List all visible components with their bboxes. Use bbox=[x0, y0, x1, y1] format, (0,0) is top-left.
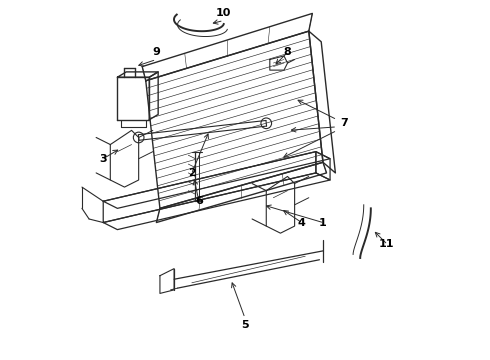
Text: 3: 3 bbox=[99, 154, 107, 164]
Text: 4: 4 bbox=[298, 217, 306, 228]
Text: 2: 2 bbox=[188, 168, 196, 178]
Text: 1: 1 bbox=[319, 217, 327, 228]
Text: 10: 10 bbox=[216, 8, 231, 18]
Text: 11: 11 bbox=[379, 239, 394, 249]
Text: 9: 9 bbox=[152, 48, 160, 57]
Text: 7: 7 bbox=[341, 118, 348, 128]
Text: 6: 6 bbox=[195, 196, 203, 206]
Text: 5: 5 bbox=[241, 320, 249, 330]
Text: 8: 8 bbox=[284, 48, 292, 57]
